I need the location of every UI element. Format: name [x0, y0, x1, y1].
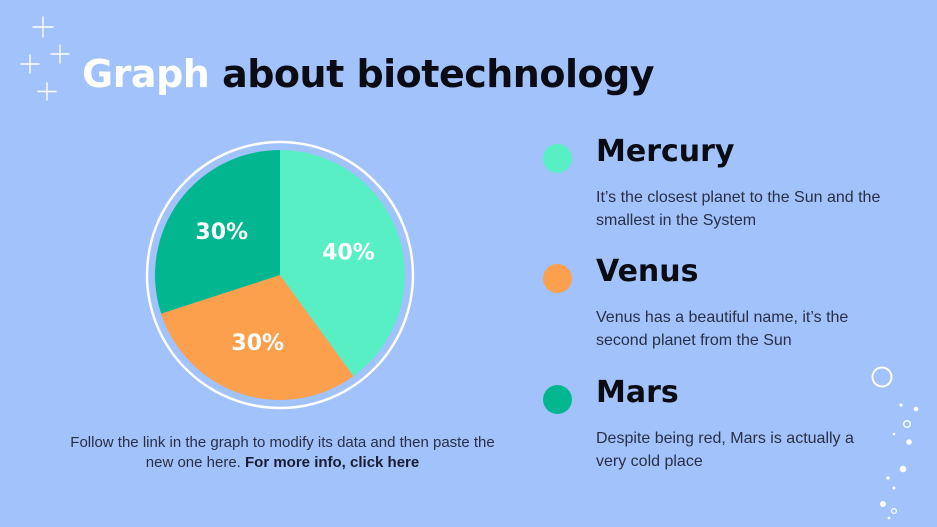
- decorative-dots: [871, 366, 919, 520]
- chart-caption: Follow the link in the graph to modify i…: [60, 433, 505, 473]
- pie-slice-mars[interactable]: [154, 150, 280, 314]
- legend-name-venus: Venus: [596, 254, 699, 289]
- more-info-link[interactable]: For more info, click here: [245, 454, 420, 471]
- pie-outer-ring: [145, 140, 415, 410]
- page-title: Graph about biotechnology: [82, 52, 655, 96]
- sparkle-icon: [20, 54, 40, 74]
- legend-description-venus: Venus has a beautiful name, it’s the sec…: [596, 309, 849, 349]
- dot-ring-small: [890, 508, 897, 515]
- legend-dot-venus: [543, 264, 572, 293]
- dot-ring-large: [871, 366, 893, 388]
- legend-name-mars: Mars: [596, 375, 679, 410]
- dot: [887, 516, 891, 520]
- sparkle-icon: [50, 44, 70, 64]
- sparkle-decoration: [20, 16, 70, 101]
- dot: [899, 403, 903, 407]
- pie-label-mercury: 40%: [322, 240, 375, 265]
- pie-slice-mercury[interactable]: [280, 150, 406, 377]
- legend-dot-mars: [543, 385, 572, 414]
- title-rest: about biotechnology: [222, 52, 655, 96]
- dot: [899, 465, 907, 473]
- legend-dot-mercury: [543, 144, 572, 173]
- dot: [880, 501, 886, 507]
- pie-chart[interactable]: 40% 30% 30%: [135, 130, 425, 420]
- dot: [892, 486, 896, 490]
- caption-text: Follow the link in the graph to modify i…: [70, 434, 495, 471]
- dot: [906, 439, 912, 445]
- legend-description-mercury: It’s the closest planet to the Sun and t…: [596, 189, 881, 229]
- dot: [892, 432, 896, 436]
- pie-label-mars: 30%: [195, 220, 248, 245]
- pie-label-venus: 30%: [231, 331, 284, 356]
- dot: [913, 406, 919, 412]
- title-highlight: Graph: [82, 52, 210, 96]
- dot-ring-small: [903, 419, 912, 428]
- pie-slice-venus[interactable]: [161, 275, 354, 401]
- sparkle-icon: [32, 16, 54, 38]
- legend-description-mars: Despite being red, Mars is actually a ve…: [596, 430, 854, 470]
- legend-name-mercury: Mercury: [596, 134, 735, 169]
- sparkle-icon: [37, 82, 57, 101]
- dot: [886, 476, 890, 480]
